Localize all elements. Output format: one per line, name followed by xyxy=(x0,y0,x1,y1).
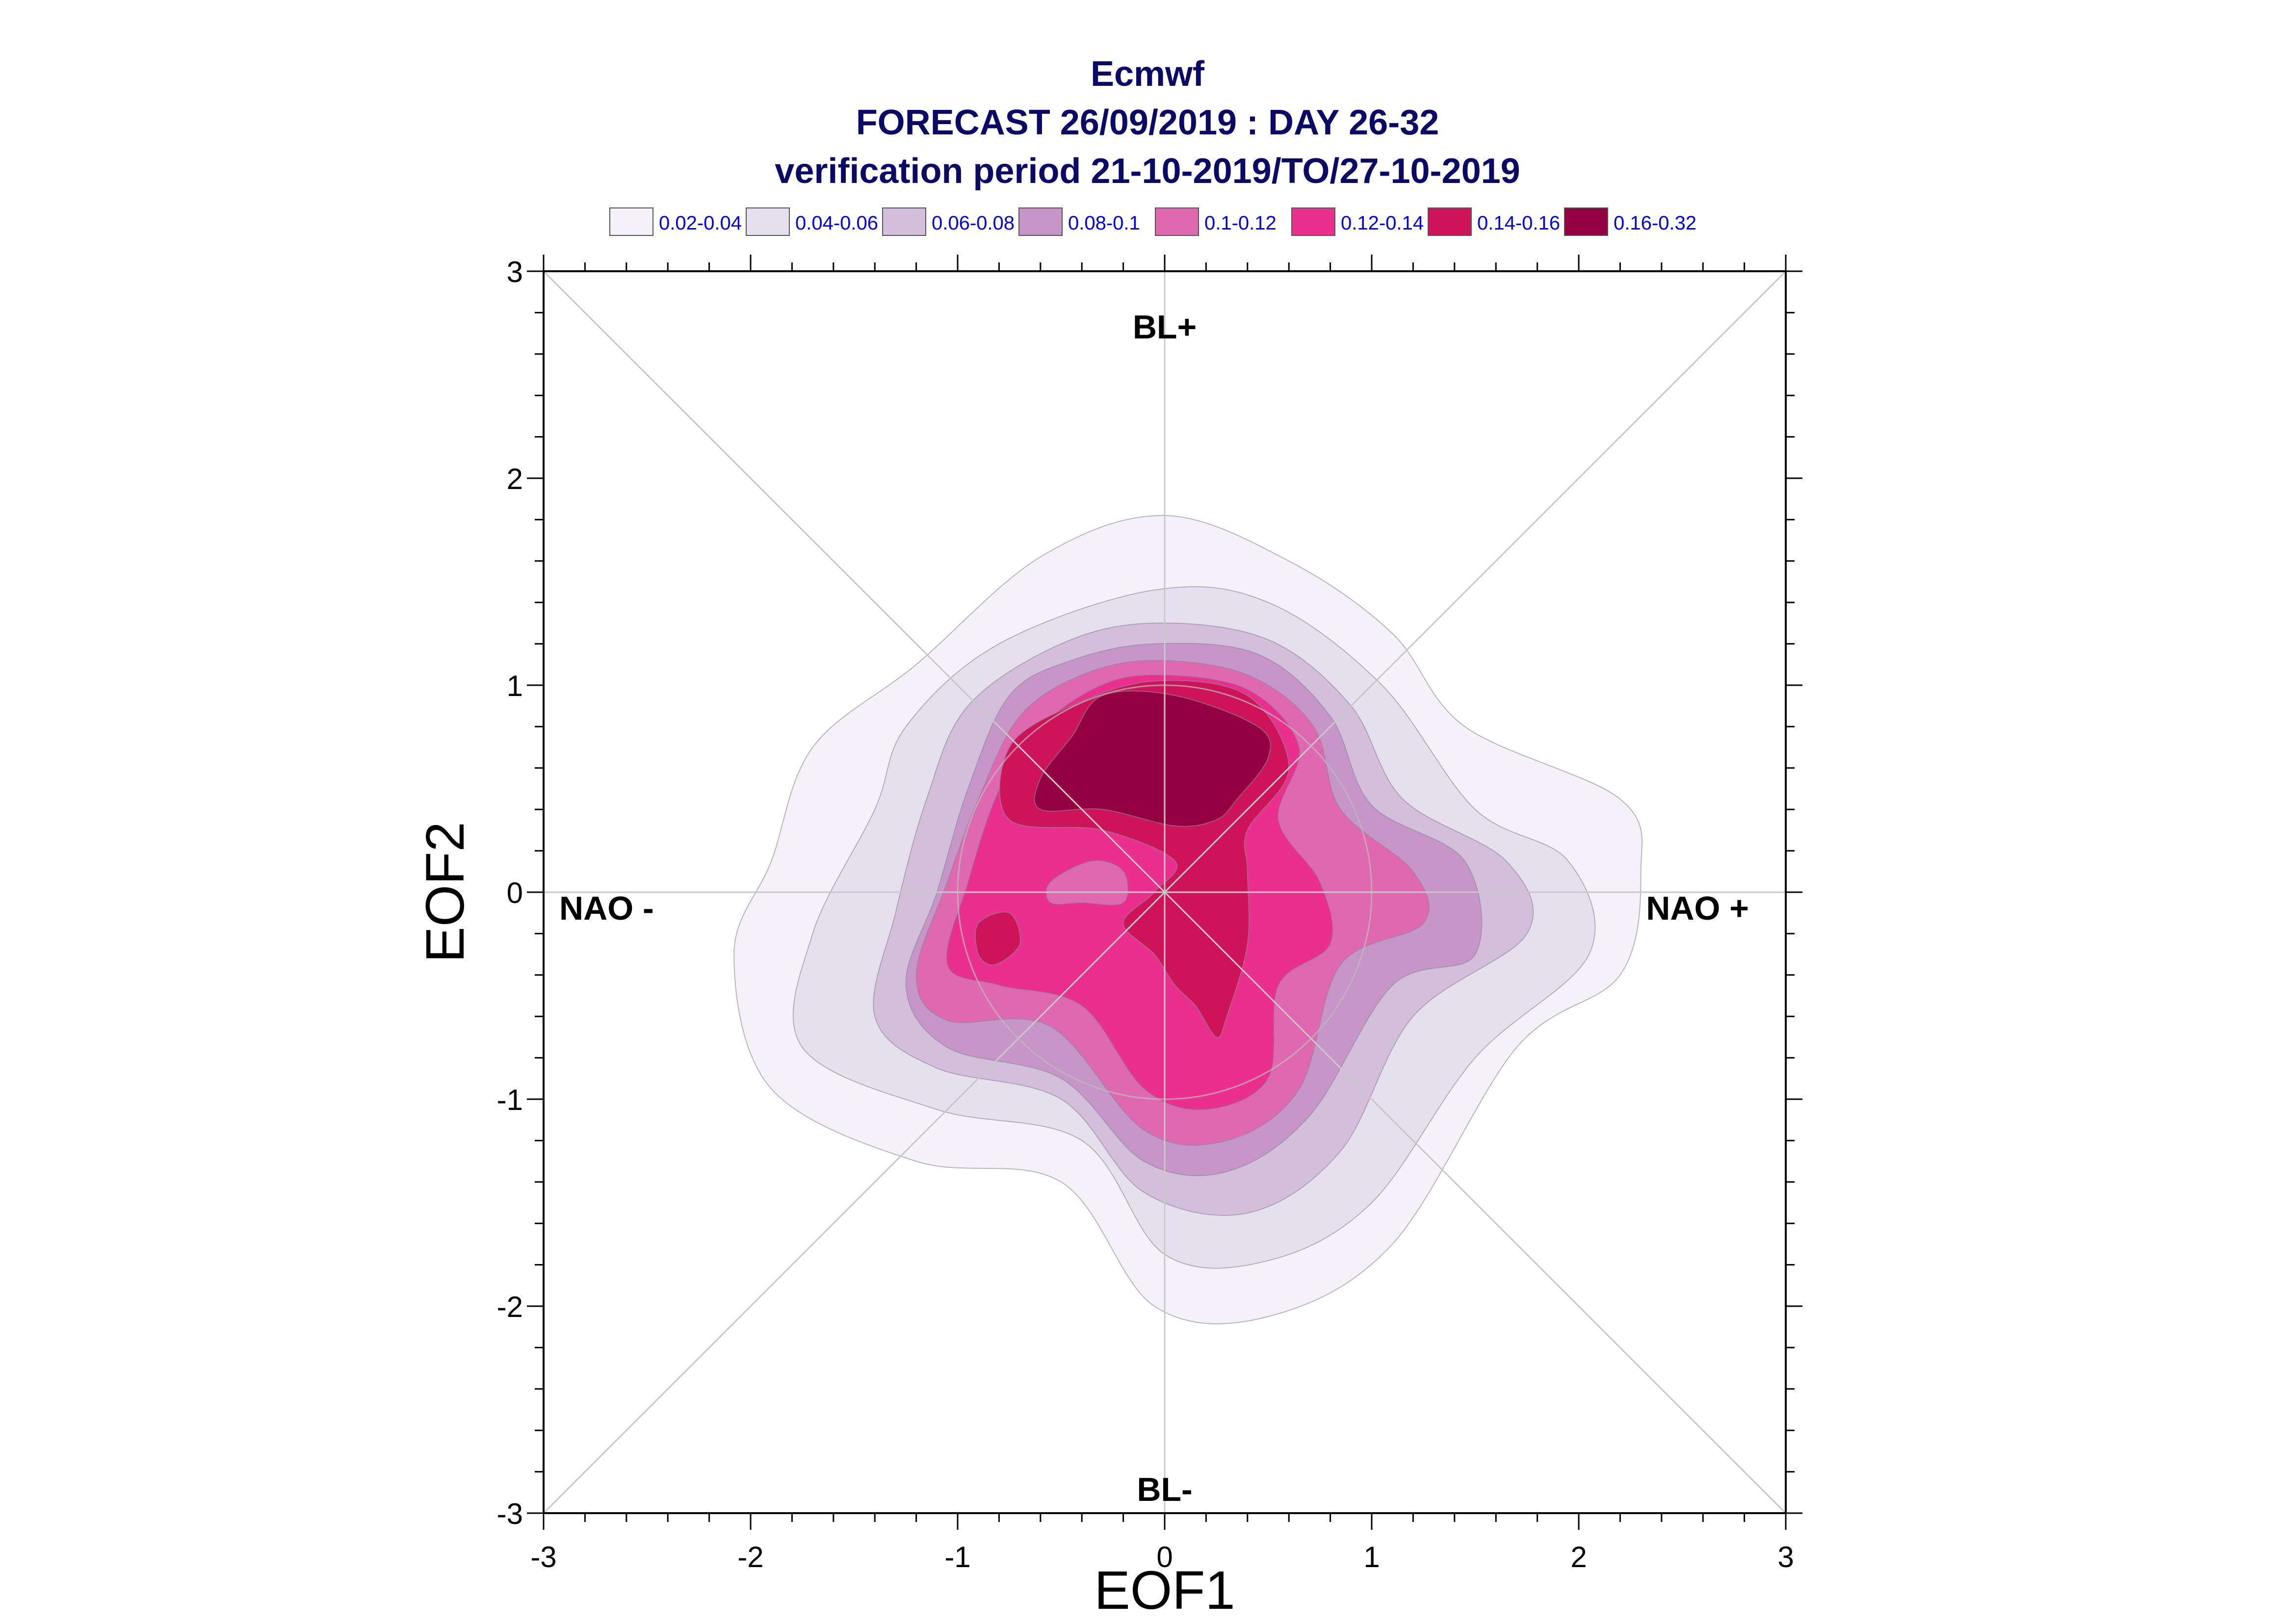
x-axis-title: EOF1 xyxy=(1094,1560,1235,1621)
legend-label: 0.14-0.16 xyxy=(1477,212,1560,234)
legend-swatch xyxy=(882,207,926,236)
legend-label: 0.1-0.12 xyxy=(1204,212,1277,234)
x-tick-label: -1 xyxy=(944,1541,970,1573)
x-tick-label: 1 xyxy=(1363,1541,1380,1573)
y-tick-label: -2 xyxy=(497,1290,523,1323)
y-tick-label: 3 xyxy=(507,256,523,288)
regime-labels: BL+ BL- NAO - NAO + xyxy=(559,309,1749,1508)
contour-0p14-0p16 xyxy=(975,911,1021,966)
legend-swatch xyxy=(1428,207,1472,236)
regime-label-nao-plus: NAO + xyxy=(1646,890,1749,927)
legend-swatch xyxy=(609,207,653,236)
regime-label-bl-minus: BL- xyxy=(1137,1471,1192,1508)
legend-label: 0.06-0.08 xyxy=(932,212,1015,234)
legend-swatch xyxy=(1564,207,1608,236)
legend: 0.02-0.04 0.04-0.06 0.06-0.08 0.08-0.1 0.1-0… xyxy=(609,207,1696,236)
axes: -3 -2 -1 0 1 2 3 -3 -2 -1 0 1 2 3 EOF1 EOF2 xyxy=(415,255,1802,1621)
contour-0p16-0p32 xyxy=(1034,690,1271,827)
x-tick-label: 0 xyxy=(1156,1541,1173,1573)
y-tick-label: -1 xyxy=(497,1083,523,1116)
title-line-3: verification period 21-10-2019/TO/27-10-… xyxy=(775,152,1520,191)
x-tick-label: -3 xyxy=(530,1541,556,1573)
unit-circle xyxy=(957,684,1373,1100)
legend-label: 0.16-0.32 xyxy=(1614,212,1696,234)
x-tick-label: 3 xyxy=(1777,1541,1794,1573)
legend-swatch xyxy=(1291,207,1335,236)
regime-label-bl-plus: BL+ xyxy=(1133,309,1197,346)
title-line-1: Ecmwf xyxy=(1090,54,1205,94)
y-tick-label: 1 xyxy=(507,670,523,702)
diagonal-line-negative xyxy=(543,270,1787,1514)
legend-label: 0.04-0.06 xyxy=(795,212,878,234)
reference-lines xyxy=(543,270,1787,1514)
y-tick-label: 2 xyxy=(507,463,523,495)
contour-layer xyxy=(733,515,1643,1325)
legend-swatch xyxy=(746,207,790,236)
contour-inner-patch xyxy=(1045,860,1128,905)
y-tick-label: -3 xyxy=(497,1497,523,1530)
legend-swatch xyxy=(1018,207,1063,236)
legend-label: 0.12-0.14 xyxy=(1341,212,1424,234)
regime-label-nao-minus: NAO - xyxy=(559,890,654,927)
legend-label: 0.02-0.04 xyxy=(659,212,742,234)
x-tick-label: 2 xyxy=(1570,1541,1587,1573)
x-tick-label: -2 xyxy=(737,1541,763,1573)
y-tick-label: 0 xyxy=(507,876,523,909)
legend-label: 0.08-0.1 xyxy=(1068,212,1140,234)
legend-swatch xyxy=(1155,207,1199,236)
y-axis-title: EOF2 xyxy=(415,822,475,962)
title-line-2: FORECAST 26/09/2019 : DAY 26-32 xyxy=(856,103,1439,142)
